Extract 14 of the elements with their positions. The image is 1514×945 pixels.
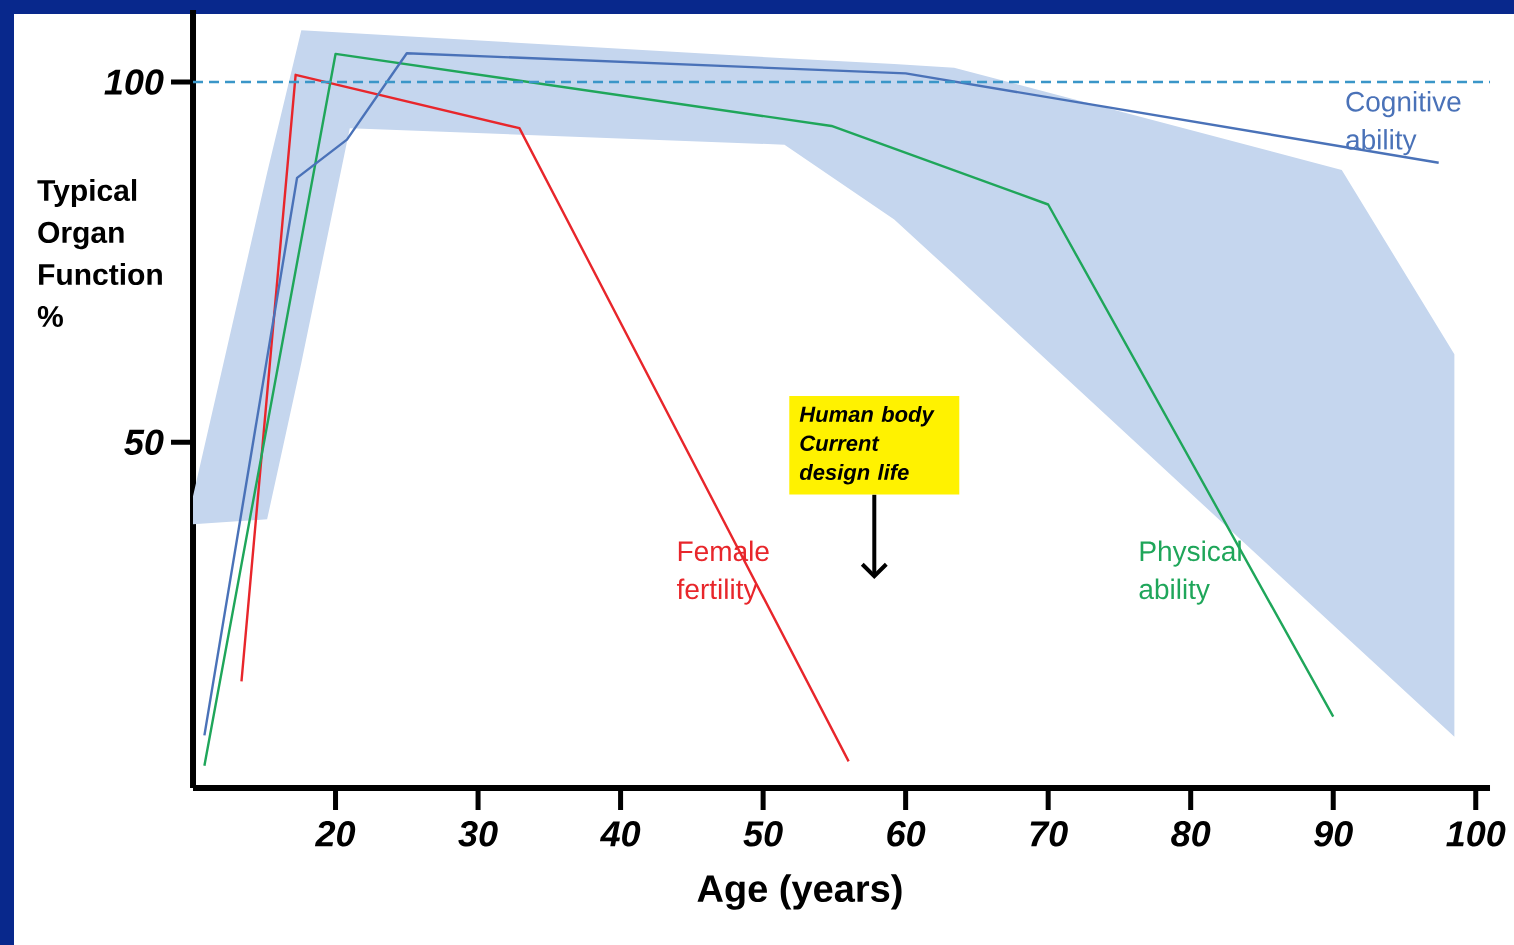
series-label: Physical ability — [1139, 540, 1241, 605]
x-tick-label: 20 — [314, 821, 356, 847]
x-tick-label: 60 — [887, 821, 926, 847]
x-tick-label: 70 — [1030, 821, 1068, 847]
y-axis-title: Typical Organ Function % — [37, 179, 162, 328]
annotation: Human body Current design life — [799, 405, 935, 485]
x-tick-label: 50 — [743, 821, 783, 847]
x-tick-label: 90 — [1314, 821, 1353, 847]
x-tick-label: 80 — [1171, 821, 1211, 847]
x-tick-label: 40 — [599, 821, 641, 847]
x-tick-label: 100 — [1446, 821, 1506, 847]
series-label: Cognitive ability — [1346, 91, 1461, 156]
x-axis-title: Age (years) — [697, 874, 902, 910]
x-tick-label: 30 — [458, 821, 498, 847]
